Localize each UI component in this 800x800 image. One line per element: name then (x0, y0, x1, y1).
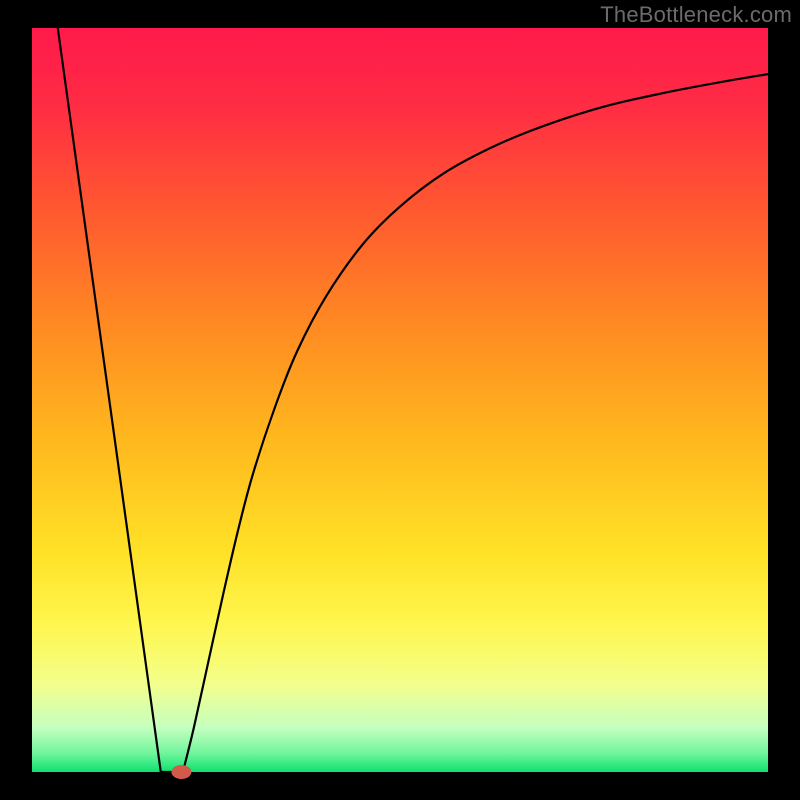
watermark-text: TheBottleneck.com (600, 2, 792, 28)
chart-container: { "watermark": "TheBottleneck.com", "cha… (0, 0, 800, 800)
bottleneck-curve-chart (0, 0, 800, 800)
plot-area (32, 28, 768, 772)
optimal-point-marker (171, 765, 191, 779)
